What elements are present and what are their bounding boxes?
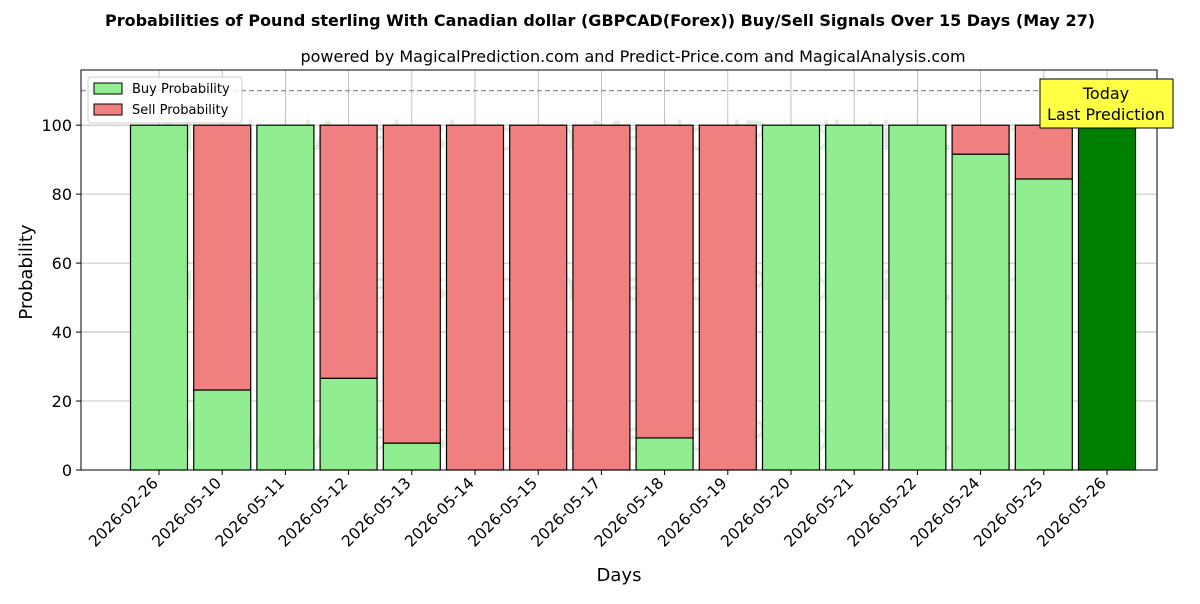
- bar-buy-8: [635, 437, 694, 471]
- x-axis-label: Days: [597, 565, 642, 586]
- bar-sell-14: [1014, 124, 1073, 180]
- y-axis-label: Probability: [16, 224, 37, 319]
- bar-buy-11: [825, 124, 884, 471]
- y-axis: 0 20 40 60 80 100: [41, 116, 81, 480]
- legend-box: [87, 76, 243, 124]
- bar-buy-14: [1014, 178, 1073, 471]
- bar-buy-3: [319, 377, 378, 471]
- y-tick-label-4: 80: [52, 185, 72, 204]
- legend-label-buy: Buy Probability: [132, 82, 230, 97]
- annotation-line-2: Last Prediction: [1047, 105, 1165, 124]
- legend-swatch-sell: [93, 103, 123, 116]
- bar-sell-6: [509, 124, 568, 471]
- bar-buy-0: [129, 124, 189, 471]
- legend-swatch-buy: [93, 82, 123, 95]
- bar-buy-1: [193, 389, 252, 471]
- bar-sell-5: [445, 124, 505, 471]
- chart-title: Probabilities of Pound sterling With Can…: [105, 11, 1095, 30]
- bar-sell-8: [635, 124, 694, 439]
- bar-buy-12: [888, 124, 947, 471]
- y-tick-label-1: 20: [52, 392, 72, 411]
- bar-sell-9: [698, 124, 757, 471]
- annotation-line-1: Today: [1082, 84, 1129, 103]
- y-tick-label-2: 40: [52, 323, 72, 342]
- bar-buy-15: [1077, 124, 1137, 471]
- bar-buy-4: [382, 442, 441, 471]
- y-tick-label-5: 100: [41, 116, 72, 135]
- bar-buy-10: [761, 124, 821, 471]
- bars: [129, 124, 1137, 471]
- y-tick-label-0: 0: [62, 461, 72, 480]
- legend-label-sell: Sell Probability: [132, 103, 229, 118]
- bar-sell-4: [382, 124, 441, 444]
- today-annotation: Today Last Prediction: [1039, 78, 1174, 129]
- bar-buy-13: [951, 153, 1010, 471]
- bar-sell-13: [951, 124, 1010, 155]
- annotation-box: [1039, 78, 1174, 129]
- bar-sell-7: [572, 124, 631, 471]
- bar-sell-1: [193, 124, 252, 391]
- chart-subtitle: powered by MagicalPrediction.com and Pre…: [300, 47, 965, 66]
- y-tick-label-3: 60: [52, 254, 72, 273]
- plot-frame: [80, 69, 1158, 471]
- bar-sell-3: [319, 124, 378, 379]
- bar-buy-2: [256, 124, 315, 471]
- legend: Buy Probability Sell Probability: [87, 76, 243, 124]
